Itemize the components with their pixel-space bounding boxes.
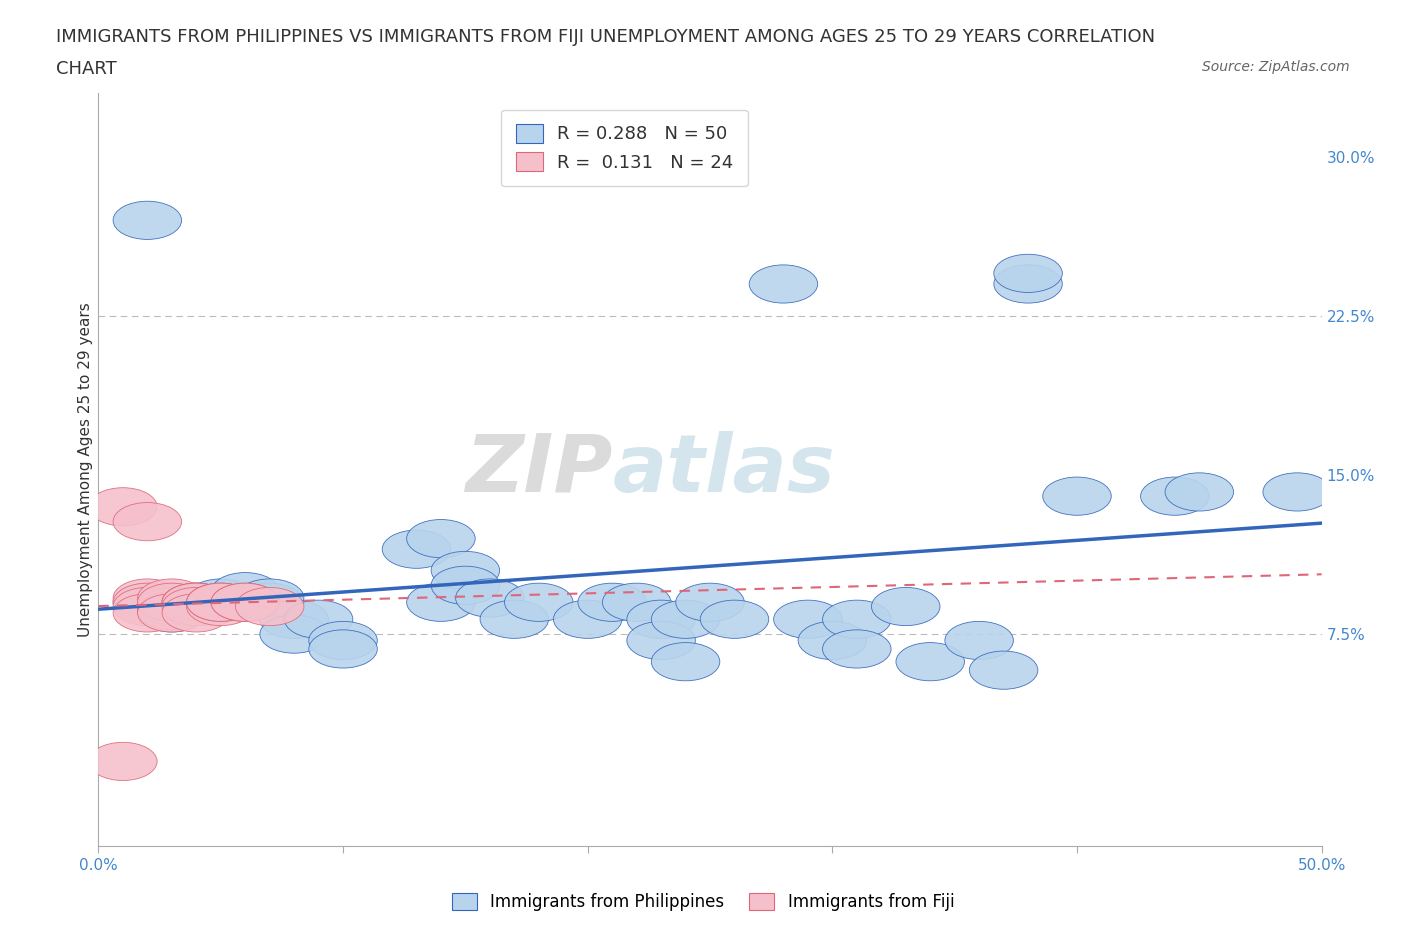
Ellipse shape	[994, 265, 1063, 303]
Ellipse shape	[260, 615, 329, 653]
Text: CHART: CHART	[56, 60, 117, 78]
Ellipse shape	[89, 742, 157, 780]
Ellipse shape	[578, 583, 647, 621]
Ellipse shape	[112, 502, 181, 540]
Ellipse shape	[799, 621, 866, 659]
Ellipse shape	[211, 583, 280, 621]
Legend: Immigrants from Philippines, Immigrants from Fiji: Immigrants from Philippines, Immigrants …	[446, 886, 960, 918]
Ellipse shape	[896, 643, 965, 681]
Ellipse shape	[187, 583, 254, 621]
Ellipse shape	[260, 600, 329, 638]
Ellipse shape	[187, 588, 254, 626]
Ellipse shape	[456, 579, 524, 618]
Ellipse shape	[235, 583, 304, 621]
Ellipse shape	[162, 583, 231, 621]
Ellipse shape	[187, 579, 254, 618]
Y-axis label: Unemployment Among Ages 25 to 29 years: Unemployment Among Ages 25 to 29 years	[77, 302, 93, 637]
Ellipse shape	[112, 579, 181, 618]
Legend: R = 0.288   N = 50, R =  0.131   N = 24: R = 0.288 N = 50, R = 0.131 N = 24	[501, 110, 748, 186]
Ellipse shape	[187, 583, 254, 621]
Ellipse shape	[138, 593, 207, 632]
Ellipse shape	[969, 651, 1038, 689]
Ellipse shape	[235, 579, 304, 618]
Text: atlas: atlas	[612, 431, 835, 509]
Ellipse shape	[823, 630, 891, 668]
Ellipse shape	[432, 566, 499, 604]
Ellipse shape	[112, 583, 181, 621]
Ellipse shape	[823, 600, 891, 638]
Ellipse shape	[211, 583, 280, 621]
Ellipse shape	[627, 621, 696, 659]
Ellipse shape	[406, 583, 475, 621]
Ellipse shape	[651, 643, 720, 681]
Text: IMMIGRANTS FROM PHILIPPINES VS IMMIGRANTS FROM FIJI UNEMPLOYMENT AMONG AGES 25 T: IMMIGRANTS FROM PHILIPPINES VS IMMIGRANT…	[56, 28, 1156, 46]
Ellipse shape	[1263, 472, 1331, 511]
Ellipse shape	[138, 579, 207, 618]
Ellipse shape	[627, 600, 696, 638]
Ellipse shape	[211, 573, 280, 611]
Ellipse shape	[89, 487, 157, 525]
Ellipse shape	[162, 583, 231, 621]
Ellipse shape	[112, 583, 181, 621]
Ellipse shape	[554, 600, 621, 638]
Ellipse shape	[162, 588, 231, 626]
Ellipse shape	[162, 588, 231, 626]
Ellipse shape	[162, 583, 231, 621]
Ellipse shape	[945, 621, 1014, 659]
Ellipse shape	[235, 588, 304, 626]
Ellipse shape	[994, 254, 1063, 292]
Ellipse shape	[1140, 477, 1209, 515]
Ellipse shape	[162, 593, 231, 632]
Ellipse shape	[651, 600, 720, 638]
Ellipse shape	[162, 583, 231, 621]
Ellipse shape	[505, 583, 574, 621]
Ellipse shape	[138, 583, 207, 621]
Ellipse shape	[112, 588, 181, 626]
Ellipse shape	[602, 583, 671, 621]
Ellipse shape	[872, 588, 941, 626]
Ellipse shape	[1166, 472, 1233, 511]
Ellipse shape	[162, 583, 231, 621]
Ellipse shape	[676, 583, 744, 621]
Ellipse shape	[309, 630, 377, 668]
Ellipse shape	[773, 600, 842, 638]
Ellipse shape	[112, 593, 181, 632]
Ellipse shape	[749, 265, 818, 303]
Ellipse shape	[138, 591, 207, 630]
Ellipse shape	[284, 600, 353, 638]
Ellipse shape	[211, 583, 280, 621]
Ellipse shape	[406, 520, 475, 558]
Ellipse shape	[187, 583, 254, 621]
Ellipse shape	[432, 551, 499, 590]
Ellipse shape	[138, 583, 207, 621]
Ellipse shape	[187, 583, 254, 621]
Ellipse shape	[138, 588, 207, 626]
Ellipse shape	[700, 600, 769, 638]
Ellipse shape	[1043, 477, 1111, 515]
Ellipse shape	[479, 600, 548, 638]
Ellipse shape	[138, 593, 207, 632]
Ellipse shape	[112, 201, 181, 239]
Text: ZIP: ZIP	[465, 431, 612, 509]
Ellipse shape	[382, 530, 451, 568]
Ellipse shape	[309, 621, 377, 659]
Text: Source: ZipAtlas.com: Source: ZipAtlas.com	[1202, 60, 1350, 74]
